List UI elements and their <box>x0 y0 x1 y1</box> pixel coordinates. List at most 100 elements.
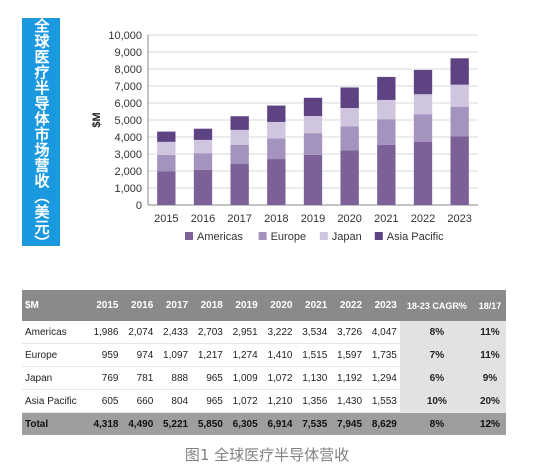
table-header: $M 2015 2016 2017 2018 2019 2020 2021 2022 2023 18… <box>22 290 506 321</box>
table-cell: Europe <box>22 343 87 367</box>
bar-segment-asia-pacific <box>377 76 396 100</box>
table-cell: 1,515 <box>295 343 331 367</box>
table-cell: 888 <box>156 366 192 390</box>
table-cell: 1,294 <box>365 366 400 390</box>
bar-segment-americas <box>377 144 396 205</box>
x-tick-label: 2015 <box>154 213 178 225</box>
legend-label: Asia Pacific <box>387 231 444 243</box>
table-cell: 1,217 <box>191 343 226 367</box>
table-cell: 1,192 <box>330 366 366 390</box>
bar-segment-asia-pacific <box>193 128 213 140</box>
side-title-banner: 全球医疗半导体市场营收（美元） <box>22 18 60 251</box>
table-cell: 7,945 <box>330 412 366 435</box>
data-table-section: $M 2015 2016 2017 2018 2019 2020 2021 2022 2023 18… <box>22 290 506 435</box>
table-cell: 1,274 <box>225 343 261 367</box>
table-cell: 660 <box>121 389 157 413</box>
bar-segment-asia-pacific <box>267 105 286 122</box>
stacked-bar-chart: 0 1,000 2,000 3,000 4,000 5,000 6,000 7,000 8,00… <box>91 30 478 243</box>
table-cell: 7,535 <box>295 412 331 435</box>
table-header-cell: 2020 <box>260 290 296 321</box>
table-cell: 1,430 <box>330 389 366 413</box>
table-cell: 605 <box>86 389 122 413</box>
table-cell: 1,130 <box>295 366 331 390</box>
revenue-table: $M 2015 2016 2017 2018 2019 2020 2021 2022 2023 18… <box>22 290 506 435</box>
chart-section: 全球医疗半导体市场营收（美元） 0 1,000 2,000 3,000 4,000 5,0… <box>22 18 478 251</box>
bar-segment-europe <box>230 144 249 164</box>
bar-segment-europe <box>303 133 323 155</box>
table-row: Japan 769 781 888 965 1,009 1,072 1,130 1,192 1,2… <box>22 366 506 390</box>
bar-segment-asia-pacific <box>413 69 433 95</box>
table-cell: 9% <box>473 366 506 390</box>
table-cell: 2,074 <box>121 321 157 344</box>
x-tick-label: 2018 <box>264 213 288 225</box>
table-cell: 7% <box>399 343 474 367</box>
table-cell: 11% <box>473 321 506 344</box>
bar-segment-europe <box>267 138 286 160</box>
y-axis-label: $M <box>91 112 103 127</box>
table-cell: 8% <box>399 321 474 344</box>
table-cell: 4,318 <box>86 412 122 435</box>
table-body: Americas 1,986 2,074 2,433 2,703 2,951 3,222 3,… <box>22 321 506 435</box>
bar-segment-americas <box>340 150 359 205</box>
bar-segment-japan <box>193 139 213 154</box>
table-cell: 6,305 <box>225 412 261 435</box>
bar-segment-asia-pacific <box>157 131 176 142</box>
bar-segment-americas <box>193 169 213 205</box>
table-cell: 10% <box>399 389 474 413</box>
bar-segment-japan <box>303 116 323 134</box>
table-cell: 4,047 <box>365 321 400 344</box>
bar-segment-japan <box>450 84 469 107</box>
table-row: Americas 1,986 2,074 2,433 2,703 2,951 3,222 3,… <box>22 321 506 344</box>
table-header-cell: 18-23 CAGR% <box>399 290 474 321</box>
table-cell: Asia Pacific <box>22 389 87 413</box>
table-cell: 11% <box>473 343 506 367</box>
table-header-cell: 2018 <box>191 290 226 321</box>
table-cell: 3,222 <box>260 321 296 344</box>
legend-swatch <box>258 232 267 240</box>
x-tick-label: 2017 <box>227 213 251 225</box>
bar-segment-japan <box>267 121 286 139</box>
x-tick-label: 2023 <box>447 213 471 225</box>
table-cell: 2,951 <box>225 321 261 344</box>
table-cell: 1,597 <box>330 343 366 367</box>
table-header-cell: 2016 <box>121 290 157 321</box>
legend-swatch <box>319 232 328 240</box>
y-tick-label: 1,000 <box>114 183 142 195</box>
bar-segment-asia-pacific <box>450 58 469 85</box>
x-tick-label: 2021 <box>374 213 398 225</box>
bar-segment-americas <box>303 154 323 205</box>
table-cell: 20% <box>473 389 506 413</box>
y-tick-label: 6,000 <box>114 98 142 110</box>
table-cell: 8% <box>399 412 474 435</box>
table-cell: 12% <box>473 412 506 435</box>
table-row: Total 4,318 4,490 5,221 5,850 6,305 6,914 7,535… <box>22 412 506 435</box>
y-tick-label: 9,000 <box>114 47 142 59</box>
table-cell: 1,072 <box>225 389 261 413</box>
table-cell: 769 <box>86 366 122 390</box>
legend-label: Europe <box>271 231 306 243</box>
bar-segment-americas <box>267 159 286 205</box>
table-cell: 1,356 <box>295 389 331 413</box>
table-header-row: $M 2015 2016 2017 2018 2019 2020 2021 2022 2023 18… <box>22 290 506 321</box>
table-cell: Total <box>22 412 87 435</box>
table-cell: 1,986 <box>86 321 122 344</box>
bar-segment-japan <box>413 94 433 115</box>
bar-segment-japan <box>340 108 359 127</box>
y-tick-label: 3,000 <box>114 149 142 161</box>
table-cell: 1,410 <box>260 343 296 367</box>
table-row: Europe 959 974 1,097 1,217 1,274 1,410 1,515 1,5… <box>22 343 506 367</box>
table-header-cell: 2022 <box>330 290 366 321</box>
table-cell: 5,221 <box>156 412 192 435</box>
table-cell: 965 <box>191 389 226 413</box>
bar-segment-europe <box>157 154 176 172</box>
x-tick-label: 2022 <box>411 213 435 225</box>
table-header-cell: 2017 <box>156 290 192 321</box>
bar-segment-americas <box>413 141 433 205</box>
table-cell: 959 <box>86 343 122 367</box>
table-cell: 1,009 <box>225 366 261 390</box>
table-cell: 6% <box>399 366 474 390</box>
y-tick-label: 4,000 <box>114 132 142 144</box>
y-tick-label: 5,000 <box>114 115 142 127</box>
bar-segment-asia-pacific <box>340 87 359 109</box>
bar-segment-americas <box>230 163 249 205</box>
